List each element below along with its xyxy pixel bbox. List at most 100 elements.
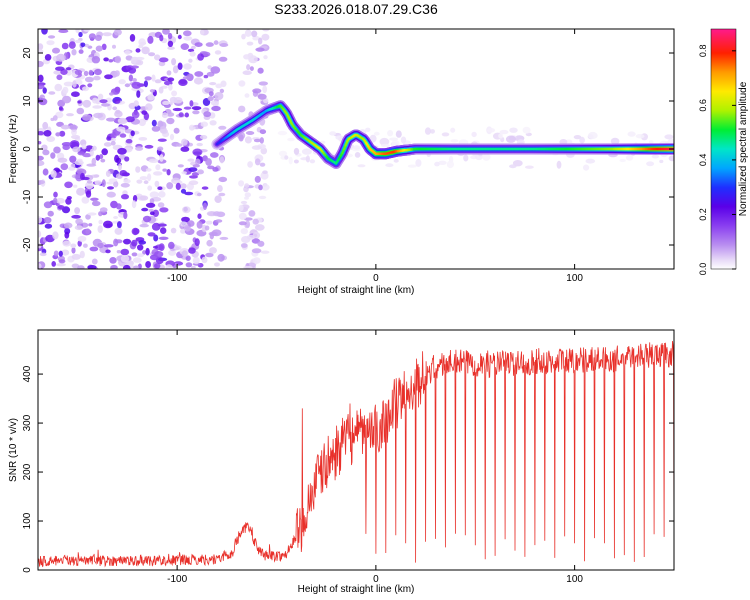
spectrogram-cell [55,197,65,204]
spectrogram-cell [52,115,58,121]
spectrogram-cell [206,239,213,247]
spectrogram-cell [125,138,133,144]
spectrogram-cell [144,76,152,81]
spectrogram-cell [238,212,247,220]
spectrogram-cell [151,125,161,132]
spectrogram-cell [181,171,187,175]
spectrogram-cell [175,182,181,190]
spectrogram-cell [158,86,164,94]
snr-y-tick-label: 400 [22,365,33,382]
spectrogram-cell [79,250,85,259]
spectrogram-cell [42,168,49,176]
spectrogram-cell [106,191,116,198]
spectrogram-cell [205,42,214,47]
spectrogram-cell [257,93,267,100]
spectrogram-cell [450,127,456,133]
spectrogram-cell [254,175,261,183]
spectrogram-cell [132,257,142,263]
spectrogram-cell [46,136,56,142]
spectrogram-cell [151,119,157,127]
spectrogram-cell [116,126,126,132]
spectrogram-cell [148,158,159,163]
spectrogram-cell [210,152,219,158]
spectrogram-cell [38,49,44,54]
spectrogram-cell [63,222,73,229]
spectrogram-cell [498,133,504,139]
spectrogram-cell [97,93,104,100]
spectrogram-cell [258,184,263,191]
spectrogram-cell [155,164,161,171]
spectrogram-cell [142,215,152,223]
spectrogram-cell [424,127,432,135]
spectrogram-cell [97,242,104,249]
spectrogram-cell [131,239,138,247]
spectrogram-cell [55,66,65,71]
spectrogram-cell [393,159,399,163]
spectrogram-cell [354,152,361,158]
spectrogram-cell [142,250,147,255]
spectrogram-cell [72,80,77,88]
spectrogram-cell [659,159,664,164]
spectrogram-cell [101,43,107,50]
spectrogram-cell [207,65,212,70]
spectrogram-cell [154,251,164,258]
spectrogram-cell [180,188,187,194]
spectrogram-cell [509,164,517,169]
spectrogram-cell [159,34,164,42]
spectrogram-cell [486,128,496,133]
spectrogram-cell [101,179,106,188]
spectrogram-cell [114,154,120,163]
spectrogram-cell [73,184,78,188]
spectrogram-cell [249,66,254,71]
spectrogram-cell [131,200,137,209]
spectrogram-cell [52,47,60,54]
spectrogram-cell [153,245,158,249]
spectrogram-cell [136,253,144,258]
spectrogram-cell [499,129,509,135]
spectrogram-cell [112,106,118,111]
spectrogram-cell [438,160,447,165]
spectrogram-cell [151,74,156,82]
spectrogram-cell [200,29,205,35]
spectrogram-cell [65,67,72,71]
spectrogram-cell [135,48,141,53]
spectrogram-cell [74,207,80,215]
spectrogram-cell [165,264,173,269]
spectrogram-cell [87,83,93,88]
spectrogram-cell [525,165,534,169]
spectrogram-cell [183,36,193,41]
spectrogram-cell [197,169,204,175]
spectrogram-cell [203,74,209,79]
spectrogram-cell [207,96,214,102]
spectrogram-cell [262,29,270,32]
spectrogram-cell [38,263,42,269]
spectrogram-cell [38,141,42,145]
spectrogram-cell [106,117,116,122]
spectrogram-cell [78,31,83,38]
spectrogram-cell [137,244,144,251]
spectrogram-cell [53,250,59,257]
spectrogram-cell [182,206,191,214]
spectrogram-cell [194,238,200,247]
spectrogram-cell [125,55,133,61]
spectrogram-cell [556,160,562,169]
spectrogram-cell [141,46,150,55]
spectrogram-cell [53,146,61,154]
snr-x-label: Height of straight line (km) [298,584,415,595]
spectrogram-cell [41,29,48,35]
spectrogram-cell [105,170,111,177]
spectrogram-cell [77,100,82,104]
spectrogram-cell [160,128,168,134]
spectrogram-cell [101,148,108,156]
spectrogram-cell [209,232,214,240]
spectrogram-cell [240,228,248,235]
spectrogram-cell [180,43,189,50]
spectrogram-cell [395,130,402,138]
spectrogram-cell [201,256,208,264]
spectrogram-cell [93,75,101,81]
spectrogram-cell [161,112,169,119]
spectrogram-cell [130,65,139,69]
spectrogram-x-tick-label: -100 [167,273,187,284]
spectrogram-cell [145,261,152,268]
spectrogram-cell [131,111,140,119]
